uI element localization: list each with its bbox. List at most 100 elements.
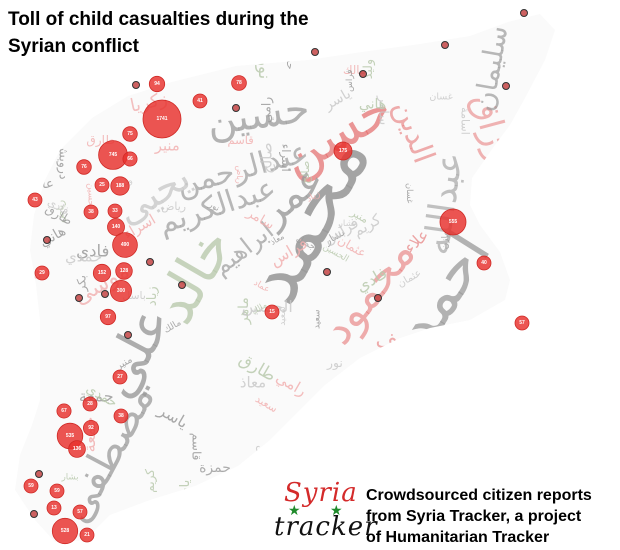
marker-label: 78 xyxy=(236,80,242,86)
cloud-word: زياد xyxy=(145,286,160,306)
cloud-word: غسان xyxy=(429,92,452,103)
marker-label: 43 xyxy=(32,197,38,203)
casualty-marker: 745 xyxy=(98,140,128,170)
cloud-word: صالح xyxy=(24,91,58,120)
casualty-marker xyxy=(43,236,51,244)
cloud-word: سعيد xyxy=(312,309,322,329)
marker-label: 555 xyxy=(449,219,458,225)
casualty-marker: 136 xyxy=(68,440,86,458)
marker-label: 21 xyxy=(84,532,90,538)
cloud-word: رامي xyxy=(260,97,275,123)
credit-line-3: of Humanitarian Tracker xyxy=(366,529,550,546)
marker-circle xyxy=(72,504,88,520)
cloud-word: رامي xyxy=(108,520,123,546)
marker-circle xyxy=(146,258,154,266)
marker-label: 38 xyxy=(88,209,94,215)
casualty-marker: 15 xyxy=(264,304,280,320)
cloud-word: قاسم xyxy=(227,133,253,147)
marker-label: 33 xyxy=(112,208,118,214)
cloud-word: معاذ xyxy=(520,331,533,351)
marker-label: 152 xyxy=(98,270,107,276)
marker-circle xyxy=(439,208,467,236)
marker-label: 745 xyxy=(109,152,118,158)
cloud-word: قاسم xyxy=(189,433,203,461)
casualty-marker: 188 xyxy=(110,176,130,196)
casualty-marker: 57 xyxy=(72,504,88,520)
cloud-word: ياسر xyxy=(178,479,193,507)
marker-circle xyxy=(178,281,186,289)
marker-label: 59 xyxy=(54,488,60,494)
marker-circle xyxy=(264,304,280,320)
casualty-marker: 128 xyxy=(115,262,133,280)
syria-tracker-logo: Syria ★ ★ tracker xyxy=(270,478,377,548)
marker-label: 41 xyxy=(197,98,203,104)
casualty-marker: 175 xyxy=(333,141,353,161)
map-title: Toll of child casualties during the Syri… xyxy=(8,6,338,60)
cloud-word: ماهر xyxy=(236,297,252,325)
casualty-marker: 59 xyxy=(49,483,65,499)
casualty-marker xyxy=(30,510,38,518)
marker-label: 140 xyxy=(112,224,121,230)
marker-circle xyxy=(232,104,240,112)
cloud-word: عادل xyxy=(26,176,54,192)
marker-circle xyxy=(83,204,99,220)
marker-label: 25 xyxy=(99,182,105,188)
casualty-marker: 66 xyxy=(122,151,138,167)
cloud-word: كريم xyxy=(143,469,158,493)
casualty-marker: 25 xyxy=(94,177,110,193)
marker-label: 1741 xyxy=(156,116,167,122)
cloud-word: ماهر xyxy=(440,332,466,347)
marker-label: 66 xyxy=(127,156,133,162)
casualty-marker xyxy=(178,281,186,289)
cloud-word: سعيد xyxy=(278,306,288,325)
cloud-word: عثمان xyxy=(361,460,389,482)
marker-circle xyxy=(514,315,530,331)
marker-circle xyxy=(99,308,117,326)
casualty-marker: 75 xyxy=(122,126,138,142)
marker-circle xyxy=(112,232,138,258)
cloud-word: عماد xyxy=(394,346,406,366)
marker-circle xyxy=(122,151,138,167)
casualty-marker: 21 xyxy=(79,527,95,543)
marker-label: 57 xyxy=(77,509,83,515)
cloud-word: بشار xyxy=(338,219,356,229)
marker-circle xyxy=(113,408,129,424)
cloud-word: جمعة xyxy=(477,358,505,382)
marker-label: 76 xyxy=(81,164,87,170)
marker-circle xyxy=(110,176,130,196)
cloud-word: رياض xyxy=(161,200,186,213)
casualty-marker xyxy=(146,258,154,266)
casualty-marker xyxy=(441,41,449,49)
cloud-word: جميل xyxy=(484,194,495,217)
logo-word-tracker: tracker xyxy=(274,512,378,542)
marker-label: 67 xyxy=(61,408,67,414)
cloud-word: مازن xyxy=(440,231,450,249)
marker-label: 136 xyxy=(73,446,82,452)
marker-circle xyxy=(132,81,140,89)
casualty-marker: 67 xyxy=(56,403,72,419)
star-icon: ★ xyxy=(288,502,301,518)
casualty-marker xyxy=(232,104,240,112)
cloud-word: حمزة xyxy=(199,460,231,476)
casualty-marker: 97 xyxy=(99,308,117,326)
casualty-marker xyxy=(323,268,331,276)
marker-circle xyxy=(68,440,86,458)
casualty-marker xyxy=(124,331,132,339)
cloud-word: وليد xyxy=(214,483,243,510)
marker-label: 29 xyxy=(39,270,45,276)
cloud-word: اسامة xyxy=(459,107,472,135)
cloud-word: فراس xyxy=(345,70,355,92)
cloud-word: منير xyxy=(154,138,180,155)
marker-label: 535 xyxy=(66,433,75,439)
casualty-marker: 38 xyxy=(83,204,99,220)
cloud-word: عادل xyxy=(521,284,531,301)
casualty-marker xyxy=(101,290,109,298)
cloud-word: يوسف xyxy=(374,324,435,354)
cloud-word: باسل xyxy=(457,396,489,423)
marker-label: 300 xyxy=(117,288,126,294)
marker-circle xyxy=(34,265,50,281)
casualty-marker: 33 xyxy=(107,203,123,219)
marker-label: 15 xyxy=(269,309,275,315)
cloud-word: بشار xyxy=(61,472,79,482)
